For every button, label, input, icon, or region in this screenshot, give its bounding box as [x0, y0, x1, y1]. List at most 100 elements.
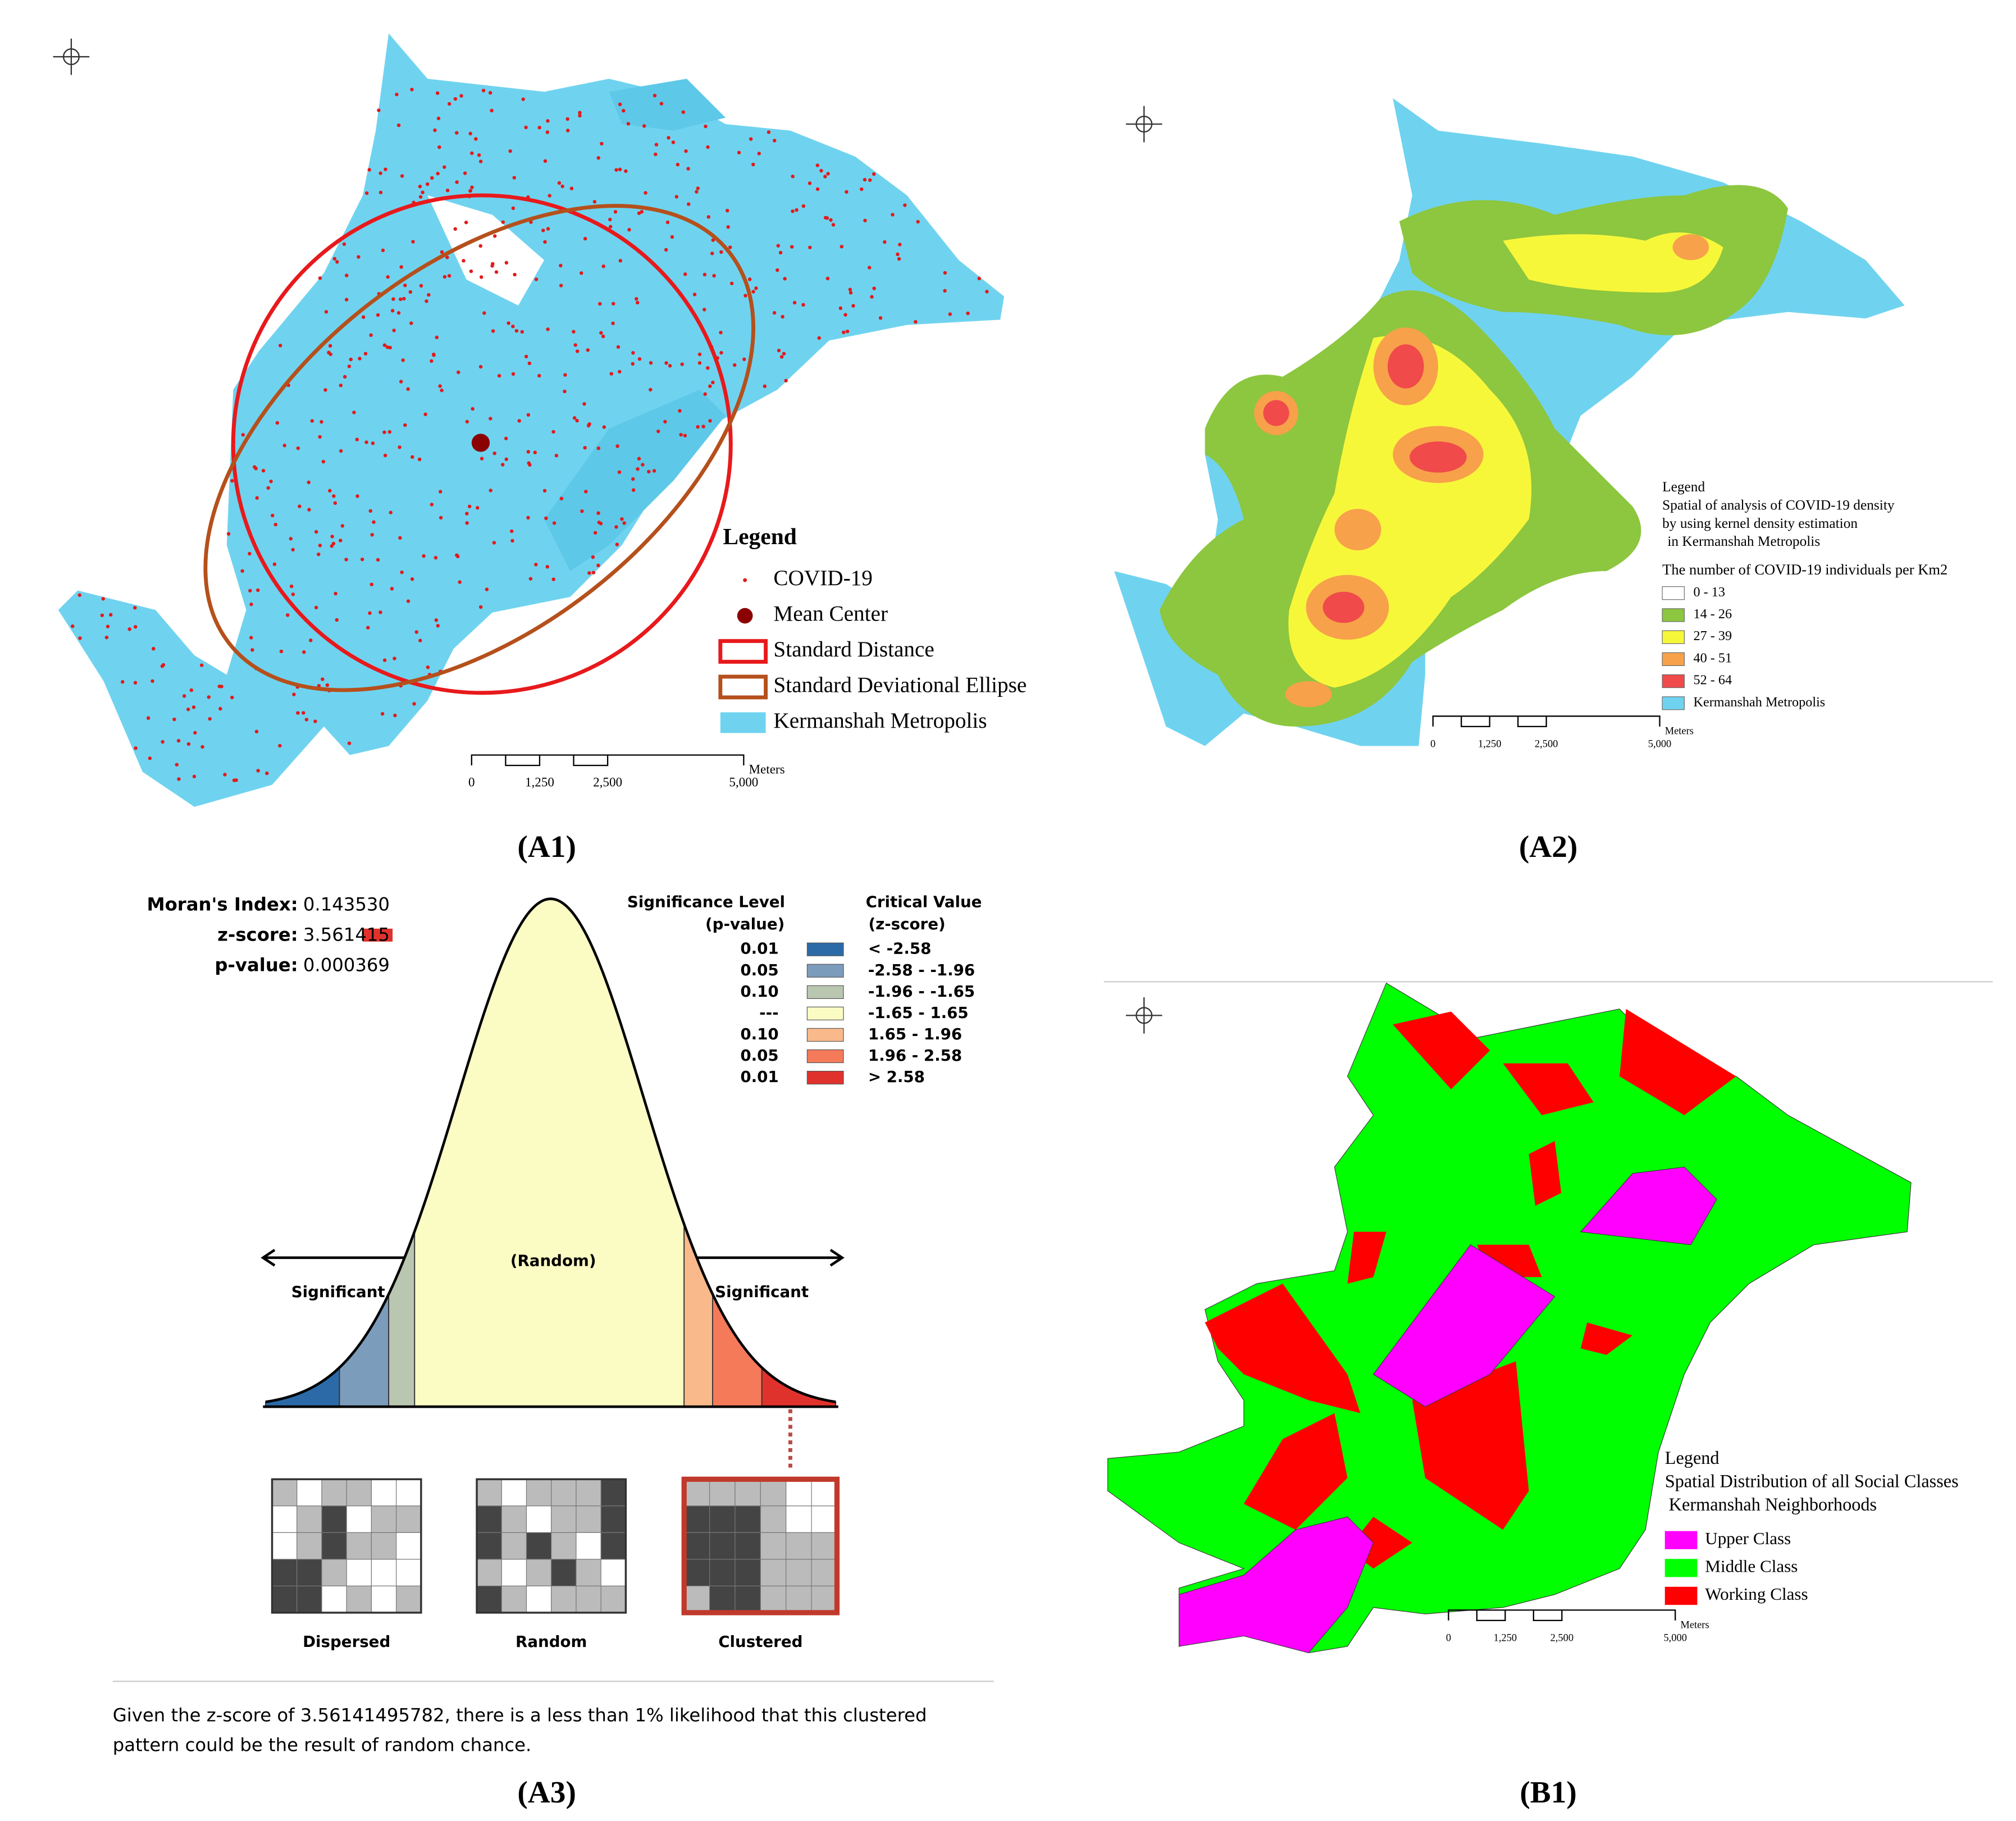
- covid-point: [186, 742, 191, 746]
- pattern-cell: [709, 1559, 736, 1587]
- scale-label: 0: [1446, 1632, 1451, 1643]
- covid-point: [207, 695, 211, 699]
- covid-point: [304, 718, 309, 722]
- covid-point: [801, 303, 805, 307]
- scale-label: 1,250: [525, 775, 554, 789]
- legend-swatch: [1664, 1531, 1698, 1549]
- stat-value: 3.561415: [303, 924, 390, 945]
- covid-point: [398, 445, 402, 449]
- covid-point: [580, 509, 584, 513]
- covid-point: [148, 756, 152, 760]
- covid-point: [208, 717, 212, 721]
- covid-point: [469, 269, 473, 273]
- pattern-thumbnail: [683, 1478, 838, 1613]
- pattern-cell: [271, 1478, 298, 1507]
- pattern-thumbnail: [271, 1478, 422, 1613]
- covid-point: [328, 344, 332, 348]
- covid-point: [344, 298, 349, 302]
- covid-point: [223, 773, 227, 777]
- covid-point: [393, 713, 397, 718]
- covid-point: [896, 252, 900, 257]
- covid-point: [436, 624, 440, 628]
- covid-point: [507, 321, 510, 325]
- covid-point: [878, 316, 883, 320]
- covid-point: [357, 255, 361, 259]
- covid-point: [683, 433, 687, 437]
- covid-point: [320, 420, 323, 424]
- covid-point: [403, 423, 407, 427]
- curve-label: Significant: [715, 1283, 809, 1301]
- covid-point: [543, 240, 547, 244]
- covid-point: [966, 311, 970, 316]
- covid-point: [133, 625, 138, 629]
- covid-point: [400, 174, 404, 178]
- scale-bar: [1448, 1609, 1676, 1621]
- covid-point: [455, 131, 459, 135]
- covid-point: [177, 777, 181, 781]
- arrow: [261, 1249, 276, 1267]
- covid-point: [464, 220, 468, 225]
- legend-label: 27 - 39: [1694, 628, 1732, 643]
- covid-point: [382, 343, 387, 347]
- covid-point: [296, 711, 300, 715]
- covid-point: [370, 533, 374, 537]
- covid-point: [378, 171, 382, 175]
- covid-point: [439, 515, 443, 520]
- covid-point: [751, 290, 755, 294]
- covid-point: [436, 116, 441, 121]
- z-range: -2.58 - -1.96: [868, 961, 975, 979]
- pattern-cell: [346, 1478, 372, 1507]
- covid-point: [572, 416, 577, 420]
- covid-point: [747, 277, 752, 281]
- covid-point: [307, 480, 311, 485]
- pattern-cell: [321, 1532, 347, 1560]
- pattern-cell: [786, 1505, 812, 1533]
- covid-point: [647, 469, 651, 474]
- covid-point: [343, 375, 347, 379]
- pattern-cell: [476, 1505, 502, 1533]
- pattern-cell: [297, 1505, 322, 1533]
- covid-point: [653, 94, 657, 98]
- covid-point: [492, 541, 496, 545]
- covid-point: [492, 451, 496, 455]
- covid-point: [347, 364, 352, 368]
- covid-point: [524, 125, 528, 130]
- covid-point: [749, 137, 753, 141]
- covid-point: [663, 419, 667, 424]
- z-score-swatch: [363, 928, 393, 942]
- covid-point: [587, 571, 591, 575]
- covid-point: [542, 489, 547, 493]
- covid-point: [133, 606, 137, 610]
- covid-point: [275, 421, 280, 425]
- covid-point: [389, 510, 393, 514]
- covid-point: [100, 613, 104, 618]
- covid-point: [782, 352, 786, 356]
- covid-point: [366, 626, 370, 630]
- covid-point: [390, 309, 395, 313]
- covid-point: [504, 457, 508, 462]
- legend-swatch: [806, 1071, 844, 1085]
- covid-point: [462, 259, 466, 263]
- covid-point: [399, 380, 403, 384]
- scale-label: 2,500: [593, 775, 622, 789]
- covid-point: [438, 490, 443, 494]
- pattern-label: Random: [516, 1632, 587, 1651]
- pattern-cell: [600, 1532, 626, 1560]
- pattern-cell: [526, 1505, 552, 1533]
- covid-point: [324, 310, 329, 314]
- covid-point: [339, 449, 343, 453]
- summary-text: pattern could be the result of random ch…: [113, 1735, 532, 1756]
- covid-point: [569, 186, 574, 190]
- legend-swatch: [1664, 1559, 1698, 1577]
- covid-point: [478, 159, 483, 163]
- pattern-cell: [501, 1505, 527, 1533]
- covid-point: [310, 419, 314, 423]
- covid-point: [465, 512, 469, 515]
- pattern-cell: [396, 1559, 422, 1587]
- covid-point: [406, 387, 410, 391]
- covid-point: [411, 455, 414, 459]
- covid-point: [801, 204, 806, 208]
- covid-point: [703, 308, 706, 312]
- covid-point: [432, 353, 436, 357]
- covid-point: [323, 388, 327, 392]
